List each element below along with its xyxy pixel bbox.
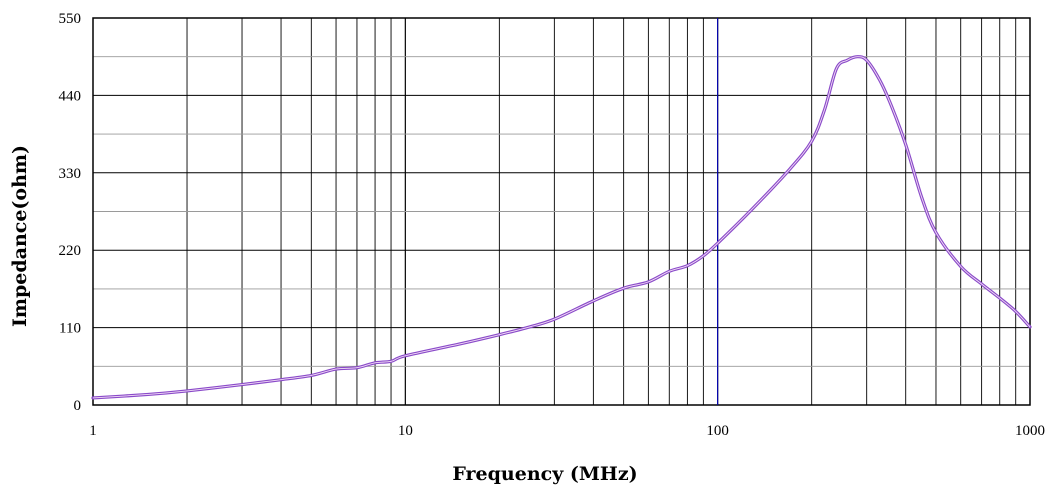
- series-layer: [91, 55, 1032, 400]
- y-axis-title: Impedance(ohm): [9, 145, 31, 327]
- y-tick-label: 220: [59, 243, 82, 259]
- y-tick-label: 440: [59, 88, 82, 104]
- x-tick-label: 1: [89, 423, 97, 439]
- y-tick-labels: 0 110 220 330 440 550: [59, 11, 82, 414]
- x-tick-labels: 1 10 100 1000: [89, 423, 1045, 439]
- x-axis-title: Frequency (MHz): [452, 463, 637, 485]
- plot-frame: [92, 17, 1031, 406]
- grid-lines: [93, 18, 1030, 405]
- impedance-series-line: [91, 55, 1032, 400]
- y-tick-label: 330: [59, 166, 82, 182]
- x-tick-label: 100: [706, 423, 729, 439]
- x-tick-label: 1000: [1015, 423, 1045, 439]
- y-tick-label: 110: [59, 321, 81, 337]
- y-tick-label: 550: [59, 11, 82, 27]
- y-tick-label: 0: [74, 398, 82, 414]
- impedance-series-highlight: [92, 56, 1031, 399]
- x-tick-label: 10: [398, 423, 413, 439]
